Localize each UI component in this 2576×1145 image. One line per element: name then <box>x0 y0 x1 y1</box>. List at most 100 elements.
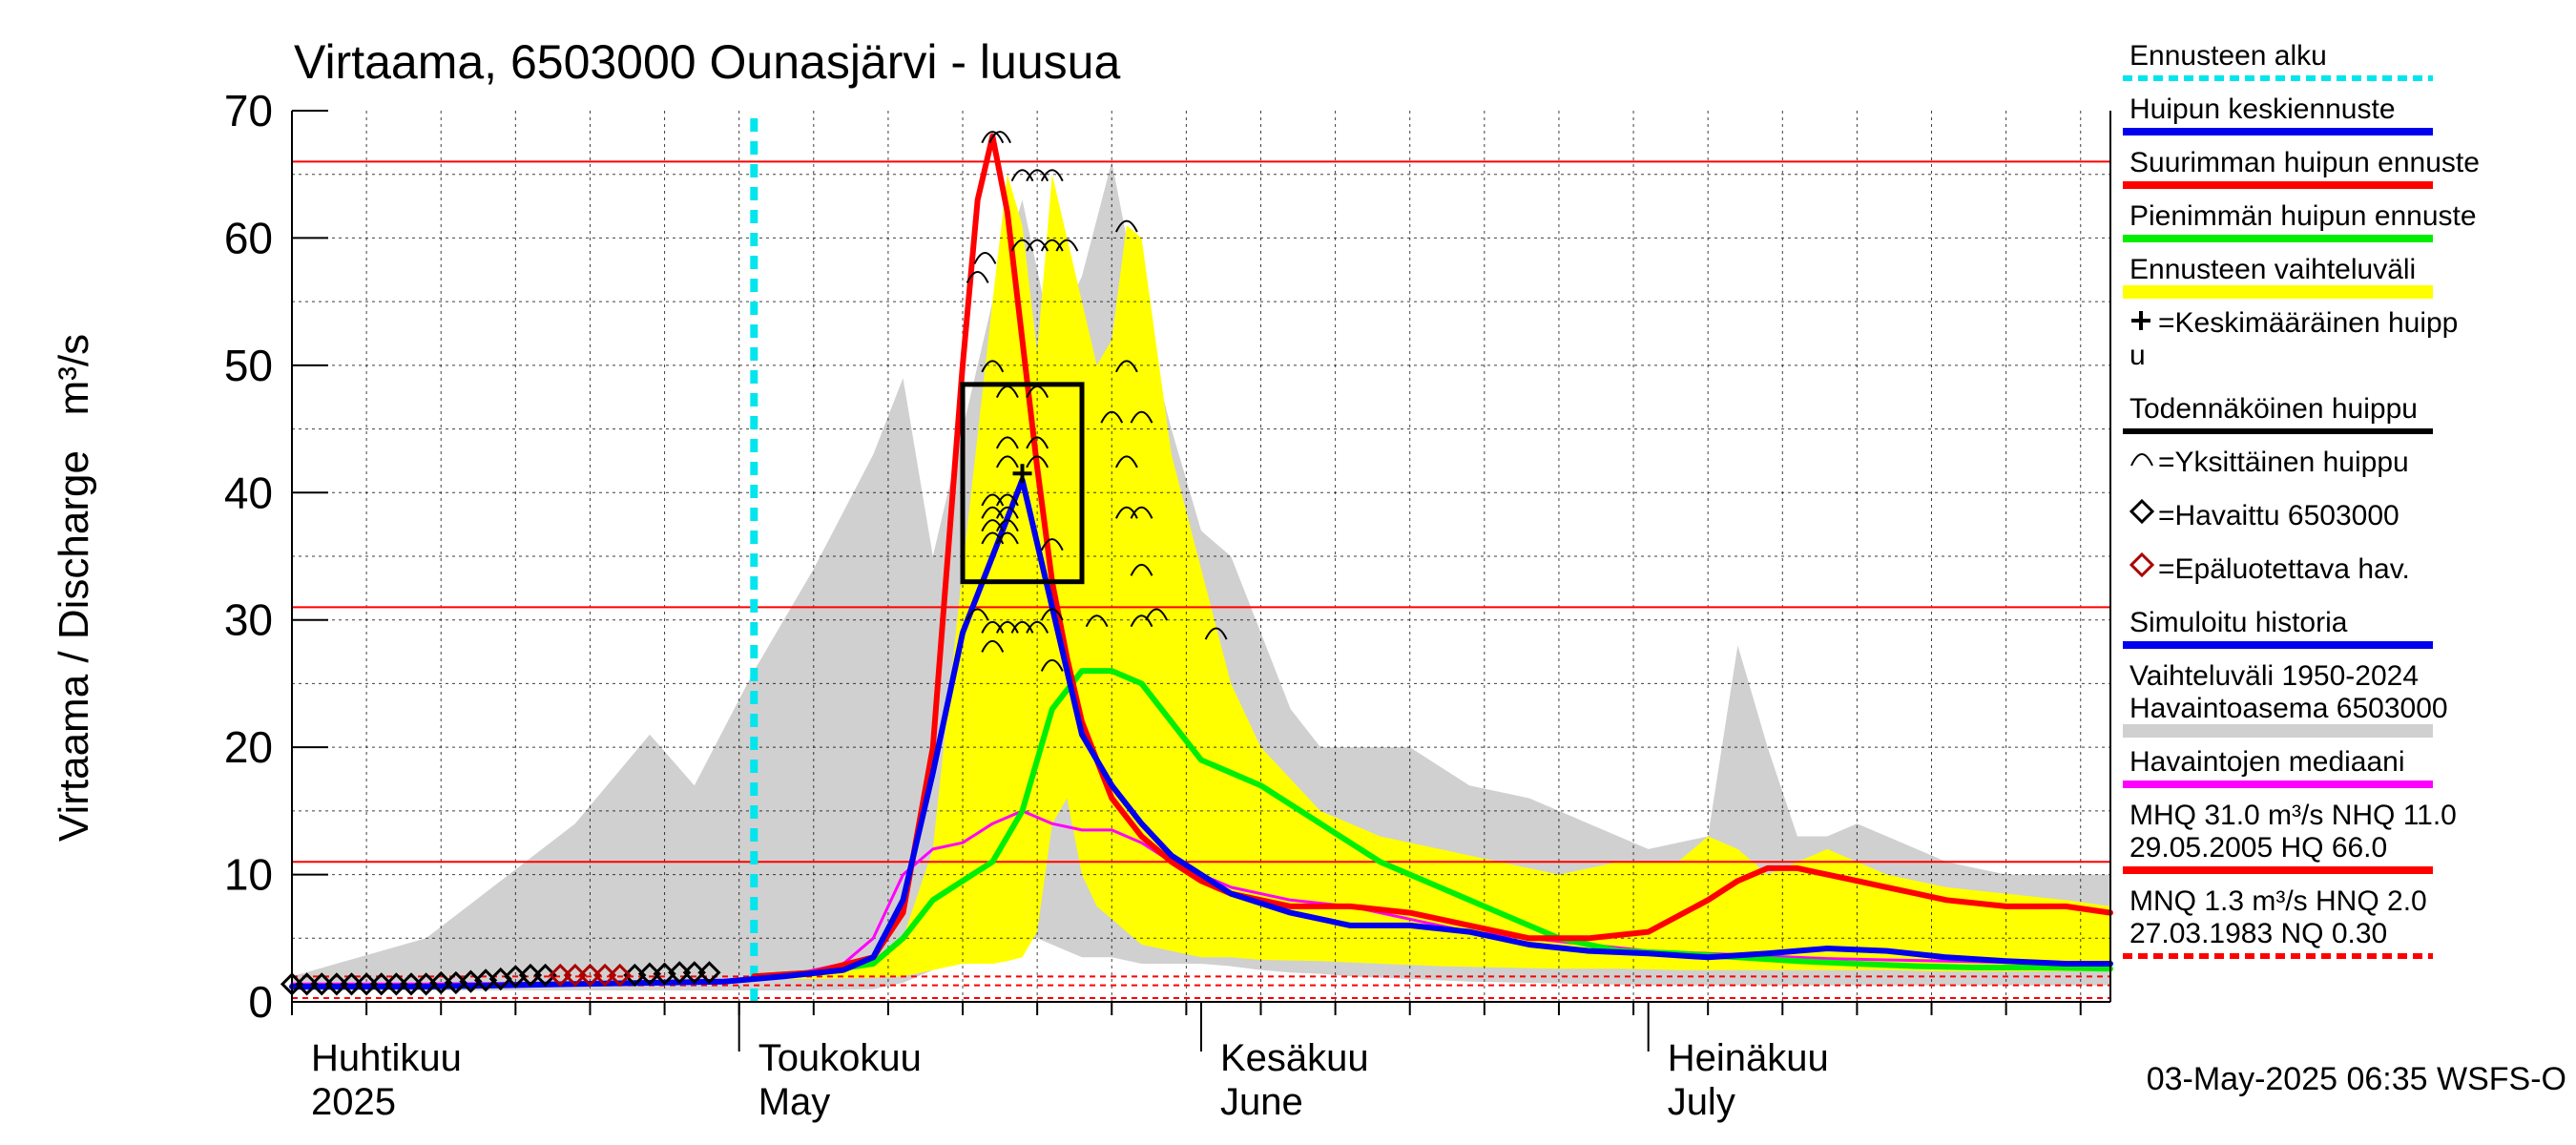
y-tick-label: 40 <box>224 468 273 517</box>
threshold-lines <box>292 118 2110 1002</box>
legend-label: =Epäluotettava hav. <box>2158 553 2410 585</box>
unreliable-point <box>563 963 587 988</box>
observed-point <box>668 961 692 985</box>
individual-peak-marker <box>995 385 1019 398</box>
x-month-label-fi: Kesäkuu <box>1220 1037 1369 1079</box>
observed-point <box>399 972 424 996</box>
timestamp: 03-May-2025 06:35 WSFS-O <box>2147 1061 2566 1097</box>
individual-peak-marker <box>995 436 1019 449</box>
individual-peak-marker <box>1114 506 1138 519</box>
individual-peak-marker <box>966 270 989 283</box>
legend-label-line2: u <box>2129 340 2146 371</box>
legend-label: =Keskimääräinen huipp <box>2158 307 2458 339</box>
legend-label-line2: 29.05.2005 HQ 66.0 <box>2129 832 2387 864</box>
legend: Ennusteen alku Huipun keskiennuste Suurimm… <box>2123 40 2480 959</box>
individual-peak-marker <box>981 131 1005 144</box>
individual-peak-marker <box>1100 410 1124 424</box>
individual-peak-marker <box>966 608 989 621</box>
x-month-label-en: 2025 <box>311 1081 396 1123</box>
series-line <box>289 476 2113 989</box>
legend-label-line2: Havaintoasema 6503000 <box>2129 693 2448 724</box>
observed-point <box>354 972 379 996</box>
observed-point <box>429 970 453 995</box>
individual-peak-marker <box>995 506 1019 519</box>
y-tick-label: 70 <box>224 86 273 135</box>
legend-peak-arc-icon <box>2130 453 2153 467</box>
x-month-label-fi: Toukokuu <box>758 1037 922 1079</box>
y-tick-label: 20 <box>224 722 273 772</box>
individual-peak-marker <box>981 531 1005 545</box>
legend-label: =Havaittu 6503000 <box>2158 500 2399 531</box>
y-axis-label: Virtaama / Discharge m³/s <box>51 334 97 842</box>
observed-point <box>637 962 662 986</box>
individual-peak-marker <box>1010 169 1034 182</box>
chart-title: Virtaama, 6503000 Ounasjärvi - luusua <box>294 35 1120 89</box>
x-month-label-fi: Huhtikuu <box>311 1037 462 1079</box>
x-month-label-en: June <box>1220 1081 1303 1123</box>
legend-diamond-icon <box>2129 552 2155 578</box>
legend-label: Ennusteen alku <box>2129 40 2327 72</box>
mean-peak-marker <box>1012 464 1032 484</box>
individual-peak-marker <box>1085 614 1109 628</box>
individual-peak-marker <box>1040 239 1064 252</box>
individual-peak-marker <box>1114 455 1138 468</box>
unreliable-point <box>592 963 617 988</box>
x-month-label-en: July <box>1668 1081 1735 1123</box>
individual-peak-marker <box>995 519 1019 532</box>
individual-peak-marker <box>1130 410 1153 424</box>
range-bands <box>292 111 2110 1002</box>
legend-label: Suurimman huipun ennuste <box>2129 147 2480 178</box>
y-tick-label: 60 <box>224 213 273 262</box>
individual-peak-marker <box>1145 608 1169 621</box>
peak-markers <box>960 131 1228 672</box>
legend-band-swatch <box>2123 724 2433 738</box>
unreliable-point <box>549 963 572 988</box>
individual-peak-marker <box>1114 360 1138 373</box>
individual-peak-marker <box>1055 239 1079 252</box>
legend-label: MNQ 1.3 m³/s HNQ 2.0 <box>2129 885 2427 917</box>
individual-peak-marker <box>1040 608 1064 621</box>
legend-label: Ennusteen vaihteluväli <box>2129 254 2416 285</box>
individual-peak-marker <box>1026 385 1049 398</box>
legend-label: MHQ 31.0 m³/s NHQ 11.0 <box>2129 800 2457 831</box>
y-tick-label: 10 <box>224 850 273 900</box>
individual-peak-marker <box>981 639 1005 653</box>
observed-point <box>295 972 319 996</box>
x-month-label-fi: Heinäkuu <box>1668 1037 1829 1079</box>
individual-peak-marker <box>981 519 1005 532</box>
observation-points <box>280 961 721 996</box>
x-month-label-en: May <box>758 1081 831 1123</box>
individual-peak-marker <box>981 360 1005 373</box>
individual-peak-marker <box>1026 455 1049 468</box>
individual-peak-marker <box>995 531 1019 545</box>
observed-point <box>369 972 393 996</box>
observed-point <box>697 961 721 985</box>
probable-peak-box <box>960 382 1085 585</box>
legend-label: Vaihteluväli 1950-2024 <box>2129 660 2419 692</box>
individual-peak-marker <box>1026 620 1049 634</box>
individual-peak-marker <box>1130 506 1153 519</box>
series-line <box>751 668 2113 980</box>
individual-peak-marker <box>981 493 1005 507</box>
individual-peak-marker <box>995 620 1019 634</box>
observed-point <box>518 963 543 988</box>
observed-point <box>310 972 334 996</box>
y-tick-label: 30 <box>224 595 273 645</box>
observed-point <box>384 972 408 996</box>
individual-peak-marker <box>981 620 1005 634</box>
individual-peak-marker <box>1040 658 1064 672</box>
individual-peak-marker <box>981 506 1005 519</box>
observed-point <box>324 972 348 996</box>
legend-label: Havaintojen mediaani <box>2129 746 2405 778</box>
legend-label: =Yksittäinen huippu <box>2158 447 2409 478</box>
individual-peak-marker <box>1204 627 1228 640</box>
individual-peak-marker <box>995 455 1019 468</box>
series-lines <box>289 133 2113 989</box>
individual-peak-marker <box>1130 563 1153 576</box>
individual-peak-marker <box>995 493 1019 507</box>
legend-label: Simuloitu historia <box>2129 607 2348 638</box>
grid <box>291 111 2110 1002</box>
legend-label: Huipun keskiennuste <box>2129 94 2396 125</box>
unreliable-point <box>578 963 602 988</box>
